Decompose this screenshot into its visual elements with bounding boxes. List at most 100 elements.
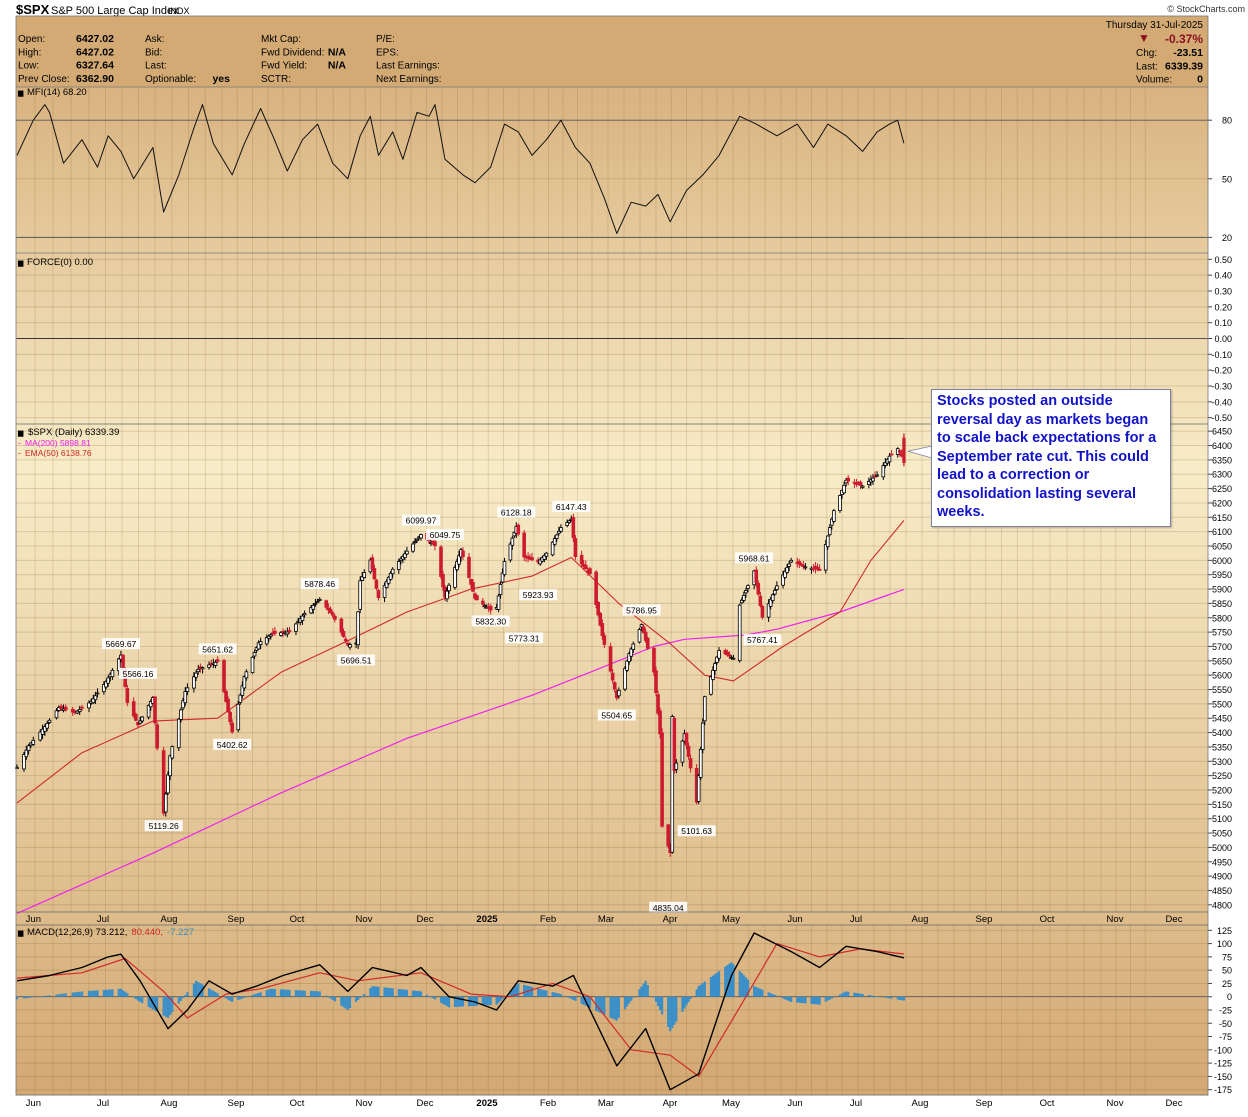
histogram-bar bbox=[60, 993, 63, 997]
candle-body bbox=[467, 556, 471, 578]
histogram-bar bbox=[166, 996, 170, 1018]
macd-x-label-17: Nov bbox=[1107, 1098, 1124, 1109]
histogram-bar bbox=[369, 988, 372, 997]
price-x-label-12: Jun bbox=[787, 914, 802, 925]
histogram-bar bbox=[169, 996, 172, 1016]
histogram-bar bbox=[483, 996, 486, 1006]
candle-body bbox=[469, 578, 473, 585]
candle-body bbox=[207, 664, 211, 668]
histogram-bar bbox=[389, 988, 392, 997]
price-x-label-5: Nov bbox=[356, 914, 373, 925]
histogram-bar bbox=[267, 989, 270, 997]
histogram-bar bbox=[90, 990, 93, 997]
histogram-bar bbox=[543, 990, 546, 997]
histogram-bar bbox=[804, 996, 807, 1004]
histogram-bar bbox=[875, 996, 879, 997]
annotation-bg-0 bbox=[101, 638, 140, 650]
annotation-label-13: 6147.43 bbox=[556, 502, 587, 512]
plot-background bbox=[16, 16, 1208, 1095]
histogram-bar bbox=[617, 996, 620, 1018]
histogram-bar bbox=[609, 996, 612, 1018]
macd-x-label-13: Jul bbox=[850, 1098, 862, 1109]
candle-body bbox=[567, 520, 572, 523]
candle-body bbox=[873, 475, 877, 478]
candle-body bbox=[825, 535, 830, 548]
histogram-bar bbox=[669, 996, 672, 1032]
candle-body bbox=[415, 538, 419, 541]
histogram-bar bbox=[92, 990, 95, 997]
histogram-bar bbox=[391, 988, 394, 997]
histogram-bar bbox=[331, 996, 334, 1000]
histogram-bar bbox=[781, 996, 785, 999]
histogram-bar bbox=[109, 989, 112, 997]
candle-body bbox=[238, 694, 243, 703]
y-tick-label: 6100 bbox=[1212, 527, 1232, 537]
annotation-bg-4 bbox=[213, 738, 252, 750]
histogram-bar bbox=[661, 996, 664, 1015]
histogram-bar bbox=[832, 996, 835, 998]
histogram-bar bbox=[344, 996, 347, 1009]
price-x-label-8: Feb bbox=[540, 914, 556, 925]
mfi-legend-swatch: ▆ bbox=[17, 90, 24, 97]
histogram-bar bbox=[683, 996, 686, 1009]
histogram-bar bbox=[537, 988, 540, 997]
candle-body bbox=[343, 638, 348, 642]
candle-body bbox=[382, 585, 387, 598]
candle-body bbox=[311, 605, 316, 610]
histogram-bar bbox=[882, 996, 885, 998]
histogram-bar bbox=[447, 996, 451, 1008]
histogram-bar bbox=[818, 996, 821, 1005]
y-tick-label: -75 bbox=[1219, 1032, 1232, 1042]
candle-body bbox=[838, 495, 842, 512]
histogram-bar bbox=[461, 996, 465, 1007]
histogram-bar bbox=[775, 995, 778, 997]
candle-body bbox=[600, 623, 605, 636]
candle-body bbox=[279, 632, 283, 636]
candle-body bbox=[729, 656, 734, 659]
y-tick-label: 5900 bbox=[1212, 585, 1232, 595]
candle-body bbox=[686, 745, 691, 757]
mfi-y-axis: 20 50 80 bbox=[16, 116, 1232, 243]
histogram-bar bbox=[78, 991, 81, 997]
histogram-bar bbox=[126, 993, 129, 997]
histogram-bar bbox=[597, 996, 600, 1012]
candle-body bbox=[240, 685, 245, 696]
candle-body bbox=[522, 532, 526, 558]
candle-body bbox=[542, 555, 547, 560]
histogram-bar bbox=[511, 989, 514, 997]
candle-body bbox=[502, 561, 507, 576]
histogram-bar bbox=[301, 990, 304, 997]
histogram-bar bbox=[186, 992, 189, 997]
header-label-14: Last Earnings: bbox=[376, 61, 440, 72]
histogram-bar bbox=[802, 996, 805, 1004]
candle-body bbox=[87, 702, 91, 709]
mfi-line bbox=[16, 104, 905, 234]
y-tick-label: -100 bbox=[1214, 1045, 1232, 1055]
candle-body bbox=[31, 739, 36, 745]
histogram-bar bbox=[57, 994, 60, 997]
annotation-bg-16 bbox=[649, 901, 688, 913]
macd-x-label-18: Dec bbox=[1166, 1098, 1183, 1109]
histogram-bar bbox=[890, 996, 893, 999]
candle-body bbox=[242, 676, 247, 689]
change-percent: -0.37% bbox=[1165, 32, 1203, 46]
candle-body bbox=[222, 660, 226, 692]
candle-body bbox=[846, 477, 850, 482]
histogram-bar bbox=[656, 996, 660, 1007]
histogram-bar bbox=[654, 996, 658, 1002]
y-tick-label: 100 bbox=[1217, 939, 1232, 949]
macd-x-label-3: Sep bbox=[228, 1098, 245, 1109]
candle-body bbox=[453, 567, 457, 588]
histogram-bar bbox=[329, 996, 332, 999]
histogram-bar bbox=[257, 992, 260, 997]
histogram-bar bbox=[455, 996, 459, 1007]
candle-body bbox=[641, 626, 646, 633]
candle-body bbox=[75, 710, 80, 714]
y-tick-label: -0.20 bbox=[1211, 366, 1232, 376]
candle-body bbox=[785, 567, 789, 573]
histogram-bar bbox=[124, 991, 127, 997]
histogram-bar bbox=[457, 996, 461, 1007]
histogram-bar bbox=[685, 996, 688, 1006]
candle-body bbox=[433, 541, 437, 547]
candle-body bbox=[583, 564, 588, 570]
